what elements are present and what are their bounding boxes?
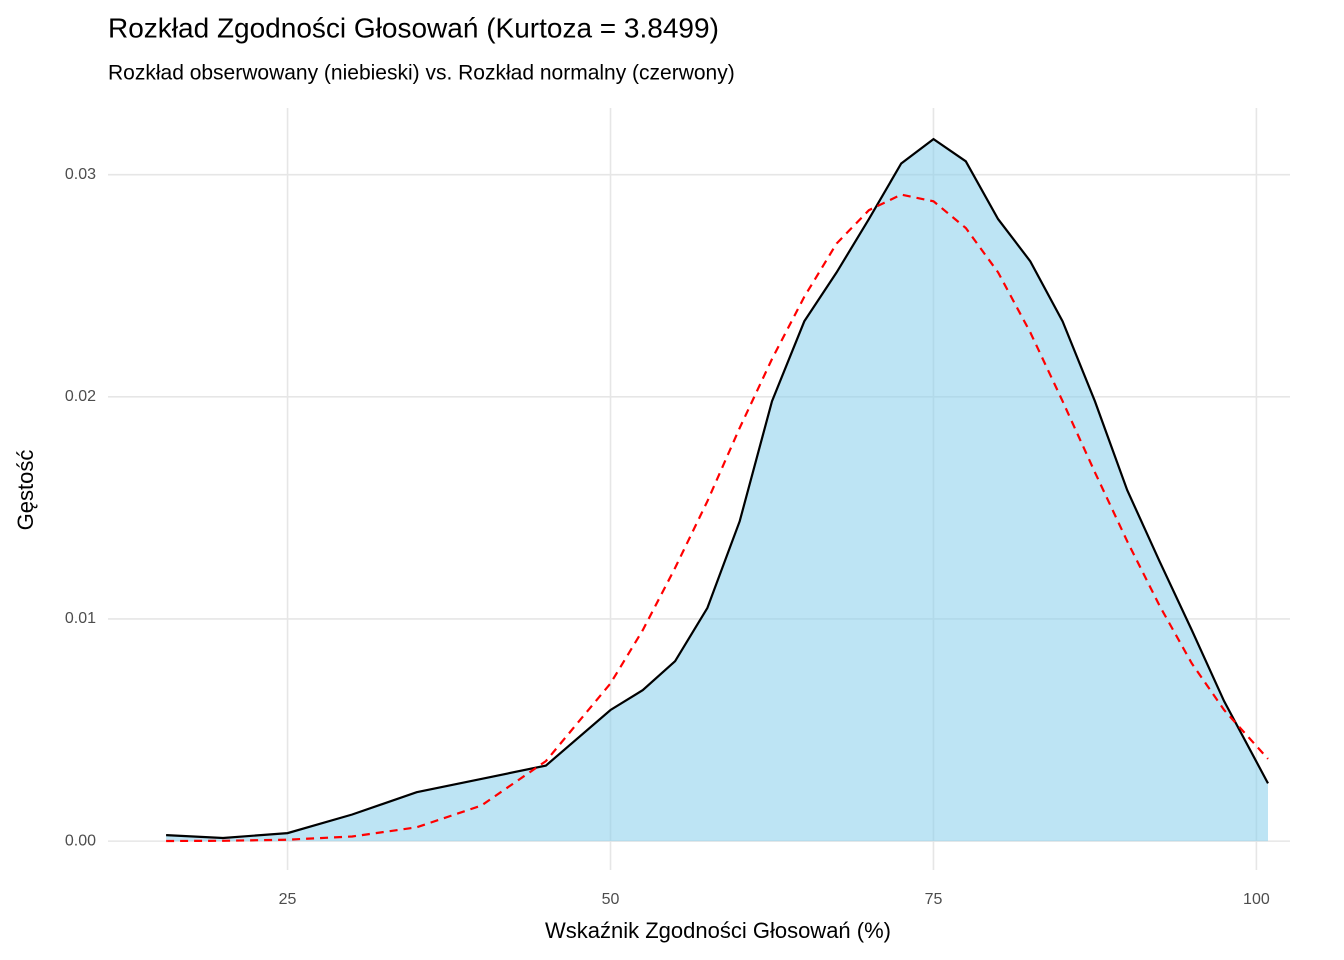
x-tick-label: 50: [602, 891, 620, 908]
y-tick-label: 0.01: [65, 610, 96, 627]
chart-subtitle: Rozkład obserwowany (niebieski) vs. Rozk…: [108, 62, 735, 85]
y-tick-label: 0.03: [65, 166, 96, 183]
density-area: [166, 139, 1269, 842]
x-tick-label: 100: [1243, 891, 1270, 908]
density-line: [166, 137, 1269, 840]
x-axis-label: Wskaźnik Zgodności Głosowań (%): [545, 918, 891, 943]
y-axis-label: Gęstość: [13, 450, 38, 531]
y-tick-label: 0.02: [65, 388, 96, 405]
normal-curve: [166, 193, 1269, 843]
chart-title: Rozkład Zgodności Głosowań (Kurtoza = 3.…: [108, 12, 719, 43]
y-tick-label: 0.00: [65, 832, 96, 849]
x-tick-label: 25: [279, 891, 297, 908]
x-tick-label: 75: [925, 891, 943, 908]
